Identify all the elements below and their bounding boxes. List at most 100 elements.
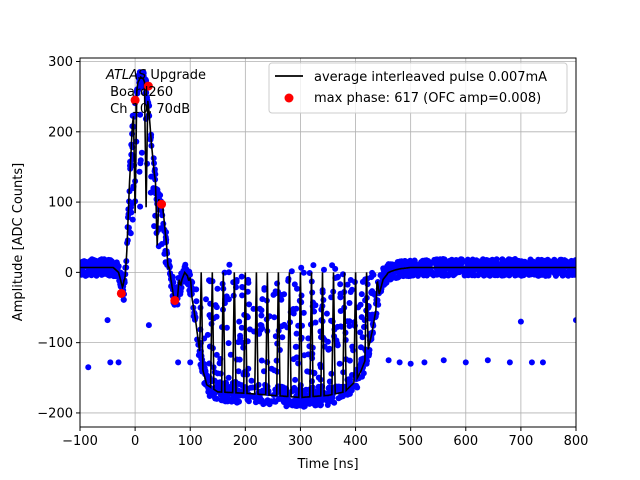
scatter-outlier — [187, 359, 194, 366]
scatter-point — [292, 376, 299, 383]
scatter-point — [469, 256, 476, 263]
scatter-point — [332, 265, 339, 272]
scatter-point — [448, 260, 455, 267]
scatter-point — [298, 264, 305, 271]
scatter-point — [545, 272, 552, 279]
scatter-point — [276, 395, 283, 402]
scatter-point — [152, 212, 159, 219]
scatter-point — [137, 203, 144, 210]
scatter-point — [203, 296, 209, 303]
legend-marker-swatch — [284, 93, 294, 103]
scatter-point — [217, 370, 224, 377]
scatter-point — [278, 292, 285, 298]
scatter-point — [346, 323, 353, 329]
scatter-point — [235, 381, 242, 387]
scatter-point — [377, 272, 384, 279]
scatter-point — [225, 296, 232, 303]
scatter-point — [464, 256, 471, 263]
scatter-outlier — [539, 359, 546, 366]
axes: −100 0 100 200 300 400 500 600 700 800 −200 −100 0 10… — [37, 55, 588, 449]
scatter-point — [561, 257, 568, 264]
scatter-point — [193, 298, 200, 305]
scatter-point — [427, 270, 434, 277]
x-tick-label: 0 — [131, 434, 139, 449]
plot-area — [80, 69, 576, 410]
scatter-point — [518, 272, 525, 279]
scatter-outlier — [175, 359, 182, 366]
scatter-outlier — [462, 359, 469, 366]
annotation-line1: ATLAS Upgrade — [105, 68, 206, 83]
scatter-outlier — [396, 359, 403, 366]
scatter-point — [261, 285, 268, 292]
scatter-point — [272, 288, 279, 295]
scatter-point — [159, 241, 165, 247]
scatter-point — [500, 272, 507, 279]
scatter-point — [295, 360, 302, 367]
x-tick-label: 700 — [508, 434, 533, 449]
scatter-point — [358, 291, 365, 298]
scatter-point — [290, 310, 297, 317]
scatter-outlier — [104, 317, 111, 324]
y-axis-label: Amplitude [ADC Counts] — [11, 163, 26, 321]
scatter-point — [321, 343, 328, 350]
scatter-point — [331, 399, 338, 406]
scatter-outlier — [440, 357, 447, 364]
scatter-point — [227, 351, 234, 358]
scatter-outlier — [421, 359, 428, 366]
scatter-point — [147, 189, 154, 196]
scatter-point — [80, 268, 87, 275]
scatter-point — [491, 261, 498, 268]
scatter-point — [257, 395, 264, 402]
scatter-point — [336, 360, 343, 367]
scatter-outlier — [107, 359, 114, 366]
scatter-point — [279, 334, 286, 341]
scatter-point — [290, 356, 297, 363]
scatter-point — [81, 260, 88, 267]
scatter-point — [206, 388, 213, 395]
scatter-point — [552, 260, 559, 267]
scatter-point — [257, 322, 264, 328]
scatter-point — [120, 296, 127, 303]
scatter-point — [245, 398, 252, 405]
scatter-outlier — [145, 322, 152, 329]
max-phase-point — [143, 81, 153, 91]
scatter-point — [238, 273, 245, 280]
scatter-point — [346, 300, 353, 306]
scatter-point — [293, 330, 300, 337]
x-tick-label: 500 — [398, 434, 423, 449]
scatter-point — [128, 204, 134, 211]
y-tick-label: 100 — [48, 196, 73, 211]
scatter-point — [326, 345, 333, 352]
annotation-atlas: ATLAS — [105, 68, 146, 83]
scatter-point — [344, 281, 351, 288]
x-tick-label: 800 — [564, 434, 589, 449]
scatter-point — [161, 250, 168, 257]
scatter-point — [250, 393, 257, 400]
scatter-point — [271, 398, 278, 405]
annotation-line2: Board260 — [106, 85, 173, 100]
scatter-point — [335, 273, 341, 280]
scatter-point — [357, 329, 364, 336]
scatter-point — [130, 112, 137, 119]
scatter-point — [461, 272, 468, 279]
scatter-point — [112, 270, 119, 277]
scatter-point — [486, 261, 492, 268]
scatter-point — [237, 335, 244, 342]
x-tick-label: 100 — [178, 434, 203, 449]
scatter-point — [258, 312, 265, 319]
scatter-point — [174, 288, 180, 295]
scatter-point — [223, 324, 230, 331]
annotation-board: Board260 — [110, 85, 173, 100]
scatter-point — [324, 402, 331, 408]
x-tick-label: 200 — [233, 434, 258, 449]
scatter-point — [525, 267, 531, 274]
scatter-point — [294, 285, 300, 292]
scatter-point — [321, 266, 327, 273]
scatter-point — [345, 390, 352, 397]
scatter-point — [291, 384, 298, 391]
scatter-point — [225, 340, 232, 347]
scatter-point — [260, 401, 267, 408]
scatter-point — [128, 209, 135, 216]
max-phase-point — [157, 199, 167, 209]
